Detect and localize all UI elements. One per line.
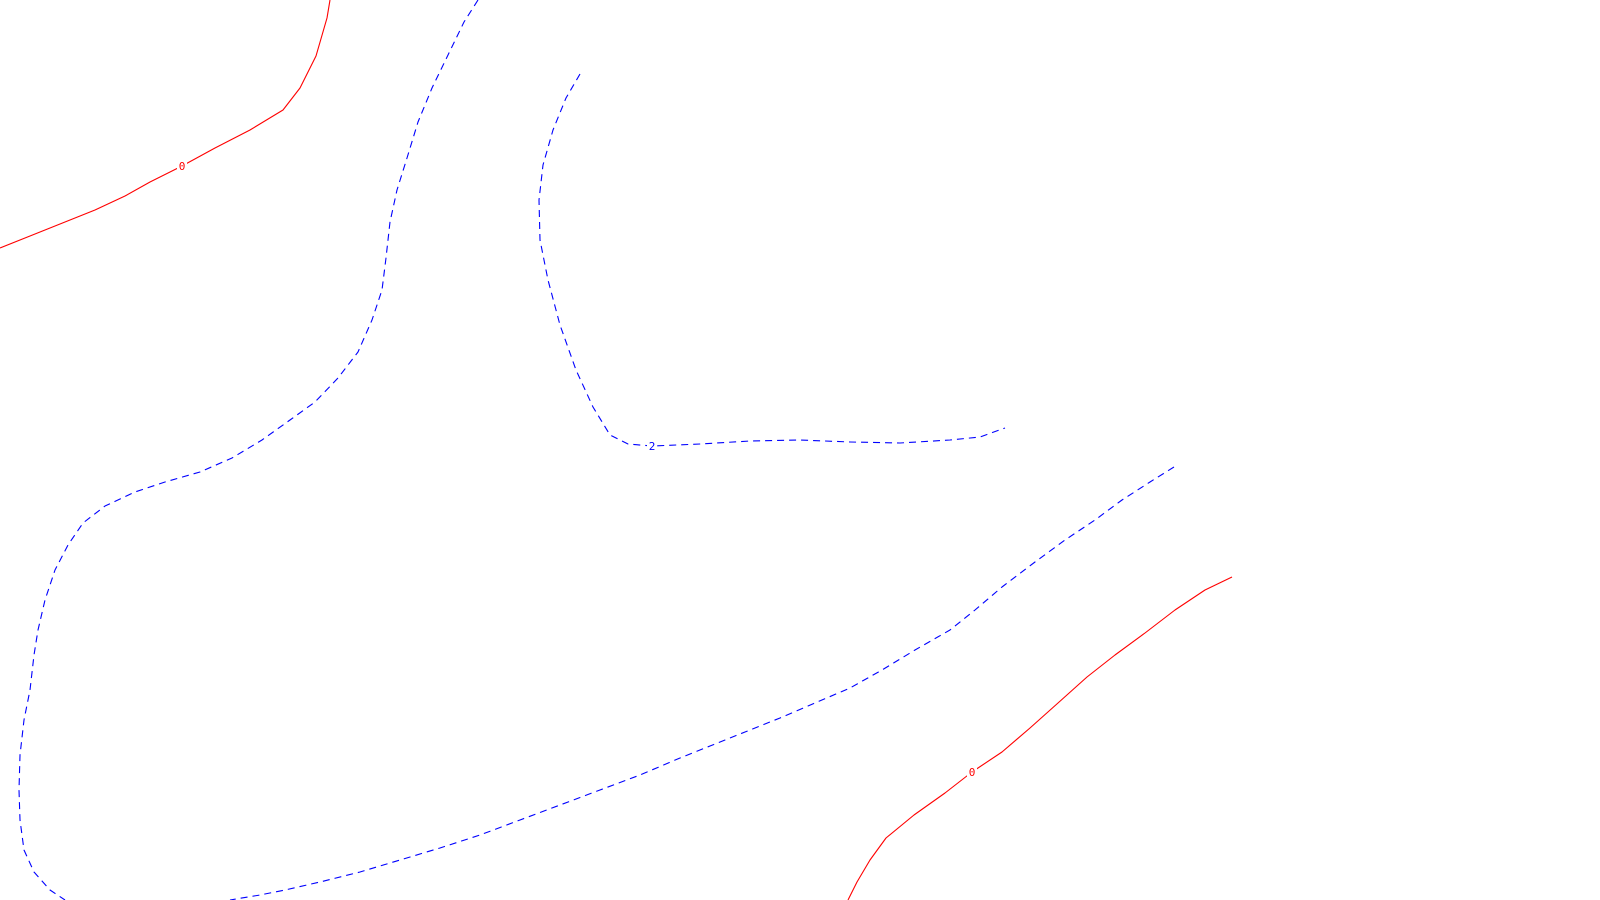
contour-label-background bbox=[647, 439, 657, 452]
contour-lines-group bbox=[0, 0, 1233, 900]
contour-label-0: 0 bbox=[179, 160, 186, 173]
contour-line-level-0-1 bbox=[0, 0, 331, 249]
contour-labels-group: 0 0 2 bbox=[177, 159, 977, 779]
contour-line-level-0-2 bbox=[847, 576, 1233, 900]
contour-label-2: 2 bbox=[649, 440, 656, 453]
contour-line-level-2-2 bbox=[18, 0, 479, 900]
contour-line-level-2-1 bbox=[538, 73, 1006, 447]
contour-line-level-2-3 bbox=[229, 466, 1175, 900]
contour-label-background bbox=[177, 159, 187, 172]
contour-label-background bbox=[967, 765, 977, 778]
contour-label-0: 0 bbox=[969, 766, 976, 779]
